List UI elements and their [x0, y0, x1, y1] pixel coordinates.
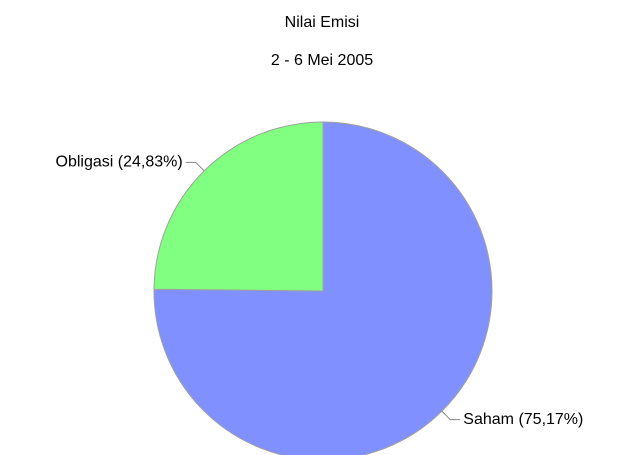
pie-slice — [153, 121, 324, 292]
slice-label: Obligasi (24,83%) — [56, 154, 183, 171]
chart-subtitle: 2 - 6 Mei 2005 — [271, 52, 373, 69]
leader-line — [441, 410, 461, 421]
slice-label: Saham (75,17%) — [463, 411, 583, 428]
chart-title: Nilai Emisi — [285, 14, 360, 31]
leader-line — [185, 161, 205, 172]
